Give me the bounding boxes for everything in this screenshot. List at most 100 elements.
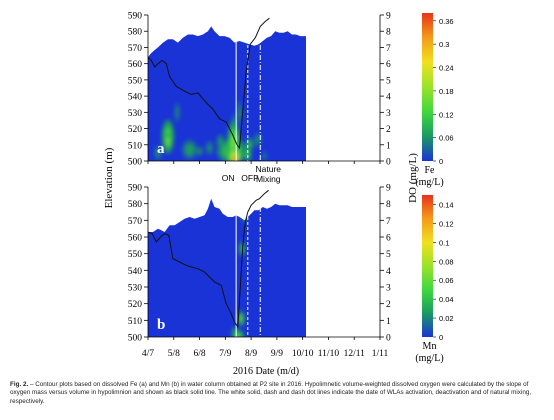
- colorbar-tick-label: 0.1: [439, 238, 449, 247]
- event-label-on: ON: [222, 173, 235, 183]
- background-field: [148, 198, 306, 337]
- y-left-tick-label: 520: [128, 300, 143, 310]
- panel-a: 500 510 520 530 540 550 560 570 580 590 0 1 2 3 4 5 6 7 8 9…: [128, 12, 454, 189]
- y-right-tick-label: 3: [386, 284, 391, 294]
- x-tick-label: 8/9: [245, 349, 257, 359]
- colorbar-unit: (mg/L): [415, 177, 443, 188]
- background-field: [148, 26, 306, 161]
- y-right-tick-label: 2: [386, 300, 391, 310]
- colorbar: [422, 13, 433, 161]
- colorbar: [422, 195, 433, 337]
- figure-caption: Fig. 2. – Contour plots based on dissolv…: [10, 381, 546, 406]
- colorbar-tick-label: 0.14: [439, 200, 454, 209]
- y-right-tick-label: 1: [386, 141, 391, 151]
- x-tick-label: 5/8: [168, 349, 180, 359]
- concentration-hotspot: [208, 145, 211, 151]
- y-right-tick-label: 9: [386, 12, 391, 22]
- y-right-tick-label: 0: [386, 334, 391, 344]
- y-right-tick-label: 2: [386, 125, 391, 135]
- y-right-tick-label: 4: [386, 267, 391, 277]
- do-line: [147, 17, 270, 150]
- colorbar-tick-label: 0.36: [439, 17, 454, 26]
- y-right-tick-label: 9: [386, 184, 391, 194]
- do-line: [147, 189, 269, 329]
- contour-field: [148, 26, 306, 162]
- y-right-tick-label: 8: [386, 28, 391, 38]
- concentration-hotspot: [239, 315, 243, 322]
- y-left-tick-label: 560: [128, 234, 143, 244]
- contour-field: [148, 198, 306, 337]
- colorbar-tick-label: 0.08: [439, 257, 454, 266]
- y-left-tick-label: 570: [128, 217, 143, 227]
- y-left-tick-label: 500: [128, 158, 143, 168]
- shared-axes: Elevation (m) DO (mg/L) 2016 Date (m/d) …: [103, 147, 419, 377]
- concentration-hotspot: [218, 138, 222, 145]
- y-right-tick-label: 8: [386, 200, 391, 210]
- y-right-tick-label: 0: [386, 158, 391, 168]
- y-left-tick-label: 530: [128, 109, 143, 119]
- y-left-tick-label: 510: [128, 141, 143, 151]
- event-label-off: OFF: [241, 173, 258, 183]
- concentration-hotspot: [248, 142, 251, 148]
- colorbar-tick-label: 0: [439, 333, 443, 342]
- colorbar-tick-label: 0.04: [439, 295, 454, 304]
- y-left-tick-label: 590: [128, 12, 143, 22]
- y-left-tick-label: 580: [128, 28, 143, 38]
- concentration-hotspot: [186, 146, 193, 154]
- y-right-tick-label: 5: [386, 76, 391, 86]
- event-label-mixing: Mixing: [256, 174, 281, 184]
- x-tick-label: 11/10: [318, 349, 340, 359]
- figure: 5005105205305405505605705805900123456789…: [103, 12, 454, 378]
- x-axis-label: 2016 Date (m/d): [233, 366, 299, 377]
- concentration-hotspot: [235, 333, 241, 337]
- concentration-hotspot: [156, 150, 160, 156]
- y-left-tick-label: 550: [128, 250, 143, 260]
- x-tick-label: 1/11: [372, 349, 389, 359]
- x-tick-label: 4/7: [142, 349, 154, 359]
- x-tick-label: 12/11: [344, 349, 366, 359]
- y-right-tick-label: 6: [386, 60, 391, 70]
- y-right-tick-label: 7: [386, 217, 391, 227]
- concentration-hotspot: [198, 149, 201, 154]
- panel-b: 500 510 520 530 540 550 560 570 580 590 0 1 2 3 4 5 6 7 8 9…: [128, 184, 454, 365]
- concentration-hotspot: [166, 138, 170, 145]
- x-tick-label: 7/9: [219, 349, 231, 359]
- caption-prefix: Fig. 2.: [10, 381, 29, 388]
- y-left-tick-label: 540: [128, 93, 143, 103]
- y-right-tick-label: 6: [386, 234, 391, 244]
- colorbar-tick-label: 0.12: [439, 219, 454, 228]
- colorbar-tick-label: 0.3: [439, 40, 449, 49]
- y-left-tick-label: 590: [128, 184, 143, 194]
- y-left-tick-label: 550: [128, 76, 143, 86]
- concentration-hotspot: [176, 108, 179, 116]
- y-left-tick-label: 560: [128, 60, 143, 70]
- colorbar-tick-label: 0.02: [439, 314, 454, 323]
- y-left-tick-label: 500: [128, 334, 143, 344]
- y-right-tick-label: 3: [386, 109, 391, 119]
- y-axis-label-left: Elevation (m): [103, 147, 115, 208]
- concentration-hotspot: [263, 154, 266, 158]
- event-label-mixing: Nature: [256, 164, 282, 174]
- colorbar-tick-label: 0.06: [439, 134, 454, 143]
- y-left-tick-label: 540: [128, 267, 143, 277]
- panel-letter: b: [157, 317, 165, 333]
- y-right-tick-label: 1: [386, 317, 391, 327]
- colorbar-tick-label: 0: [439, 157, 443, 166]
- colorbar-unit: (mg/L): [415, 353, 443, 364]
- panel-letter: a: [157, 141, 165, 157]
- y-right-tick-label: 5: [386, 250, 391, 260]
- y-left-tick-label: 580: [128, 200, 143, 210]
- colorbar-tick-label: 0.24: [439, 64, 454, 73]
- y-left-tick-label: 510: [128, 317, 143, 327]
- colorbar-label: Fe: [425, 165, 436, 176]
- x-tick-label: 6/8: [193, 349, 205, 359]
- y-right-tick-label: 4: [386, 93, 391, 103]
- concentration-hotspot: [238, 107, 241, 117]
- colorbar-tick-label: 0.06: [439, 276, 454, 285]
- concentration-hotspot: [243, 215, 246, 219]
- concentration-hotspot: [246, 151, 250, 158]
- x-tick-label: 10/10: [292, 349, 314, 359]
- colorbar-tick-label: 0.12: [439, 110, 454, 119]
- y-right-tick-label: 7: [386, 44, 391, 54]
- y-left-tick-label: 520: [128, 125, 143, 135]
